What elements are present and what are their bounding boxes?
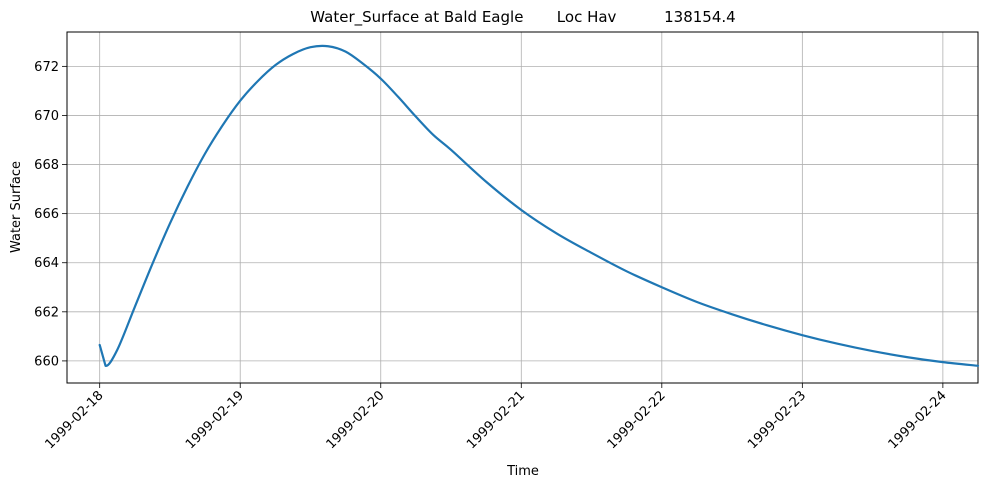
y-tick-label: 670 — [34, 109, 59, 124]
x-tick-label: 1999-02-24 — [886, 388, 950, 452]
grid-lines — [67, 32, 978, 383]
y-tick-label: 668 — [34, 158, 59, 173]
series-line — [98, 44, 980, 367]
y-tick-label: 664 — [34, 256, 59, 271]
axis-ticks: 1999-02-18 1999-02-19 1999-02-20 1999-02-21… — [34, 60, 950, 452]
x-tick-label: 1999-02-19 — [183, 388, 247, 452]
y-tick-label: 662 — [34, 305, 59, 320]
plot-frame — [66, 31, 979, 384]
y-axis-label: Water Surface — [9, 161, 24, 253]
x-axis-label: Time — [506, 464, 539, 479]
y-tick-label: 660 — [34, 354, 59, 369]
x-tick-label: 1999-02-20 — [324, 388, 388, 452]
x-tick-label: 1999-02-18 — [42, 388, 106, 452]
y-tick-label: 672 — [34, 60, 59, 75]
x-tick-label: 1999-02-22 — [605, 388, 669, 452]
x-tick-label: 1999-02-23 — [745, 388, 809, 452]
y-tick-label: 666 — [34, 207, 59, 222]
x-tick-label: 1999-02-21 — [464, 388, 528, 452]
chart-title: Water_Surface at Bald Eagle Loc Hav 1381… — [310, 8, 735, 27]
